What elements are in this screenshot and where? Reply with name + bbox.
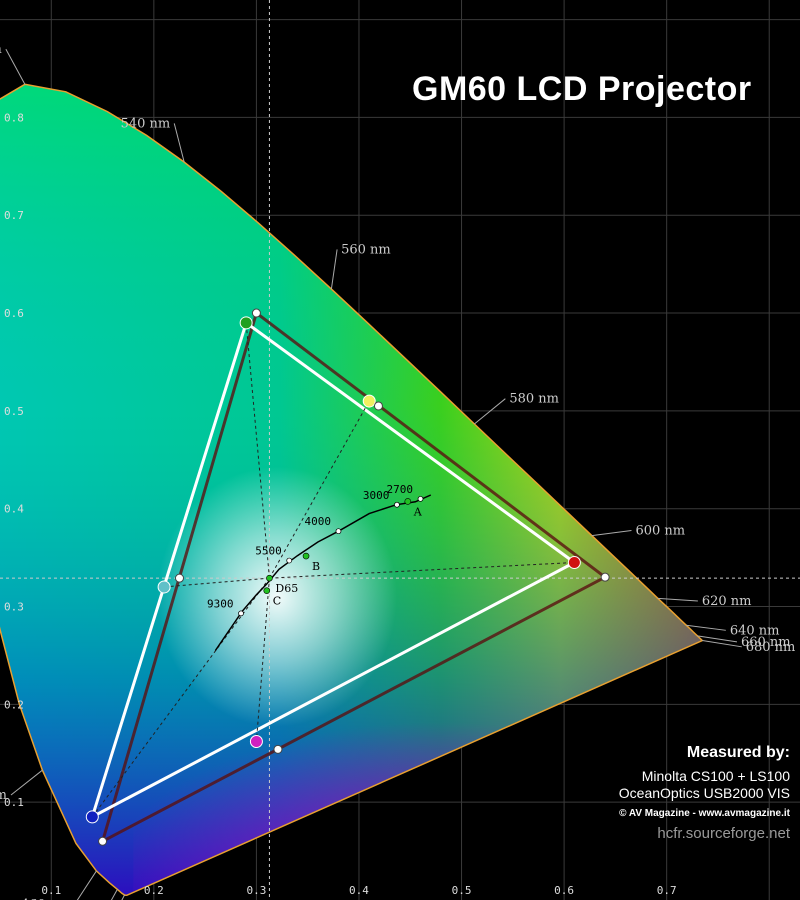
white-point-ray [269, 562, 575, 579]
white-point-ray [245, 322, 270, 579]
illuminant-label: B [312, 560, 320, 573]
credits-line-1: Minolta CS100 + LS100 [641, 768, 790, 784]
wavelength-leader [657, 597, 698, 602]
color-temperature-label: 5500 [255, 545, 282, 558]
illuminant-point [266, 574, 273, 582]
white-point-ray [91, 577, 270, 818]
x-tick-label: 0.1 [41, 884, 61, 897]
measured-secondary-marker [249, 735, 263, 749]
y-tick-label: 0.8 [4, 111, 24, 124]
measured-primary-marker [567, 556, 581, 569]
y-tick-label: 0.6 [4, 307, 24, 320]
wavelength-label: 600 nm [635, 524, 685, 539]
illuminant-point [263, 587, 271, 594]
x-tick-label: 0.5 [452, 884, 472, 897]
illuminant-point [404, 498, 412, 505]
wavelength-leader [697, 635, 738, 643]
measured-gamut-triangle [89, 320, 578, 820]
illuminant-label: A [413, 505, 423, 518]
credits-line-3: © AV Magazine - www.avmagazine.it [619, 808, 790, 819]
color-temperature-point [417, 496, 424, 502]
y-tick-label: 0.3 [4, 601, 24, 614]
x-tick-label: 0.4 [349, 884, 369, 897]
illuminant-label: C [273, 595, 281, 608]
illuminant-label: D65 [275, 582, 298, 595]
credits-line-2: OceanOptics USB2000 VIS [618, 785, 790, 801]
x-tick-label: 0.7 [657, 884, 677, 897]
y-tick-label: 0.5 [4, 405, 24, 418]
y-tick-label: 0.2 [4, 698, 24, 711]
credits-header: Measured by: [686, 744, 790, 761]
color-temperature-point [286, 557, 293, 564]
wavelength-leader [5, 48, 26, 85]
wavelength-leader [121, 894, 125, 900]
reference-secondary-marker [273, 744, 283, 754]
credits-block: Measured by: Minolta CS100 + LS100 Ocean… [619, 744, 790, 842]
x-tick-label: 0.2 [144, 884, 164, 897]
wavelength-label: 640 nm [730, 623, 780, 638]
chart-title: GM60 LCD Projector [412, 70, 752, 108]
wavelength-label: 540 nm [121, 116, 171, 131]
y-tick-label: 0.1 [4, 796, 24, 809]
reference-secondary-marker [174, 573, 184, 583]
color-temperature-label: 9300 [207, 597, 234, 610]
wavelength-label: 560 nm [341, 242, 391, 257]
x-tick-label: 0.3 [246, 884, 266, 897]
measured-secondary-marker [362, 394, 376, 408]
reference-primary-marker [98, 836, 108, 846]
reference-primary-marker [251, 308, 261, 318]
measured-primary-marker [85, 810, 99, 824]
illuminant-point [302, 552, 310, 560]
color-temperature-label: 2700 [387, 483, 414, 496]
wavelength-leader [591, 530, 632, 537]
color-temperature-point [394, 501, 400, 508]
wavelength-leader [173, 123, 185, 163]
spectral-locus-outline [0, 83, 704, 897]
wavelength-label: 620 nm [702, 594, 752, 609]
wavelength-leader [330, 249, 338, 290]
white-point-ray [269, 400, 370, 579]
reference-secondary-marker [373, 401, 383, 411]
wavelength-leader [10, 769, 43, 796]
y-tick-label: 0.4 [4, 503, 24, 516]
credits-source: hcfr.sourceforge.net [657, 825, 790, 842]
y-tick-label: 0.7 [4, 209, 24, 222]
wavelength-label: 680 nm [746, 640, 796, 655]
wavelength-label: 580 nm [509, 392, 559, 407]
color-temperature-label: 3000 [363, 489, 390, 502]
measured-primary-marker [239, 316, 253, 330]
color-temperature-label: 4000 [304, 515, 331, 528]
reference-primary-marker [600, 572, 610, 582]
wavelength-leader [76, 870, 97, 900]
wavelength-leader [702, 639, 742, 648]
wavelength-label: 480 nm [0, 788, 7, 803]
axis-ticks: 0.1 0.2 0.3 0.4 0.5 0.6 0.7 0.1 0.2 0.3 0.4 0.5 0.6 0… [4, 111, 677, 897]
wavelength-leader [110, 889, 118, 900]
x-tick-label: 0.6 [554, 884, 574, 897]
wavelength-leader [686, 624, 726, 631]
color-temperature-point [335, 528, 342, 535]
measured-secondary-marker [157, 580, 171, 594]
wavelength-label: 460 nm [21, 897, 71, 900]
wavelength-label: 660 nm [741, 635, 791, 650]
wavelength-leader [474, 398, 506, 425]
wavelength-label: 520 nm [0, 42, 2, 57]
color-temperature-point [238, 610, 244, 617]
